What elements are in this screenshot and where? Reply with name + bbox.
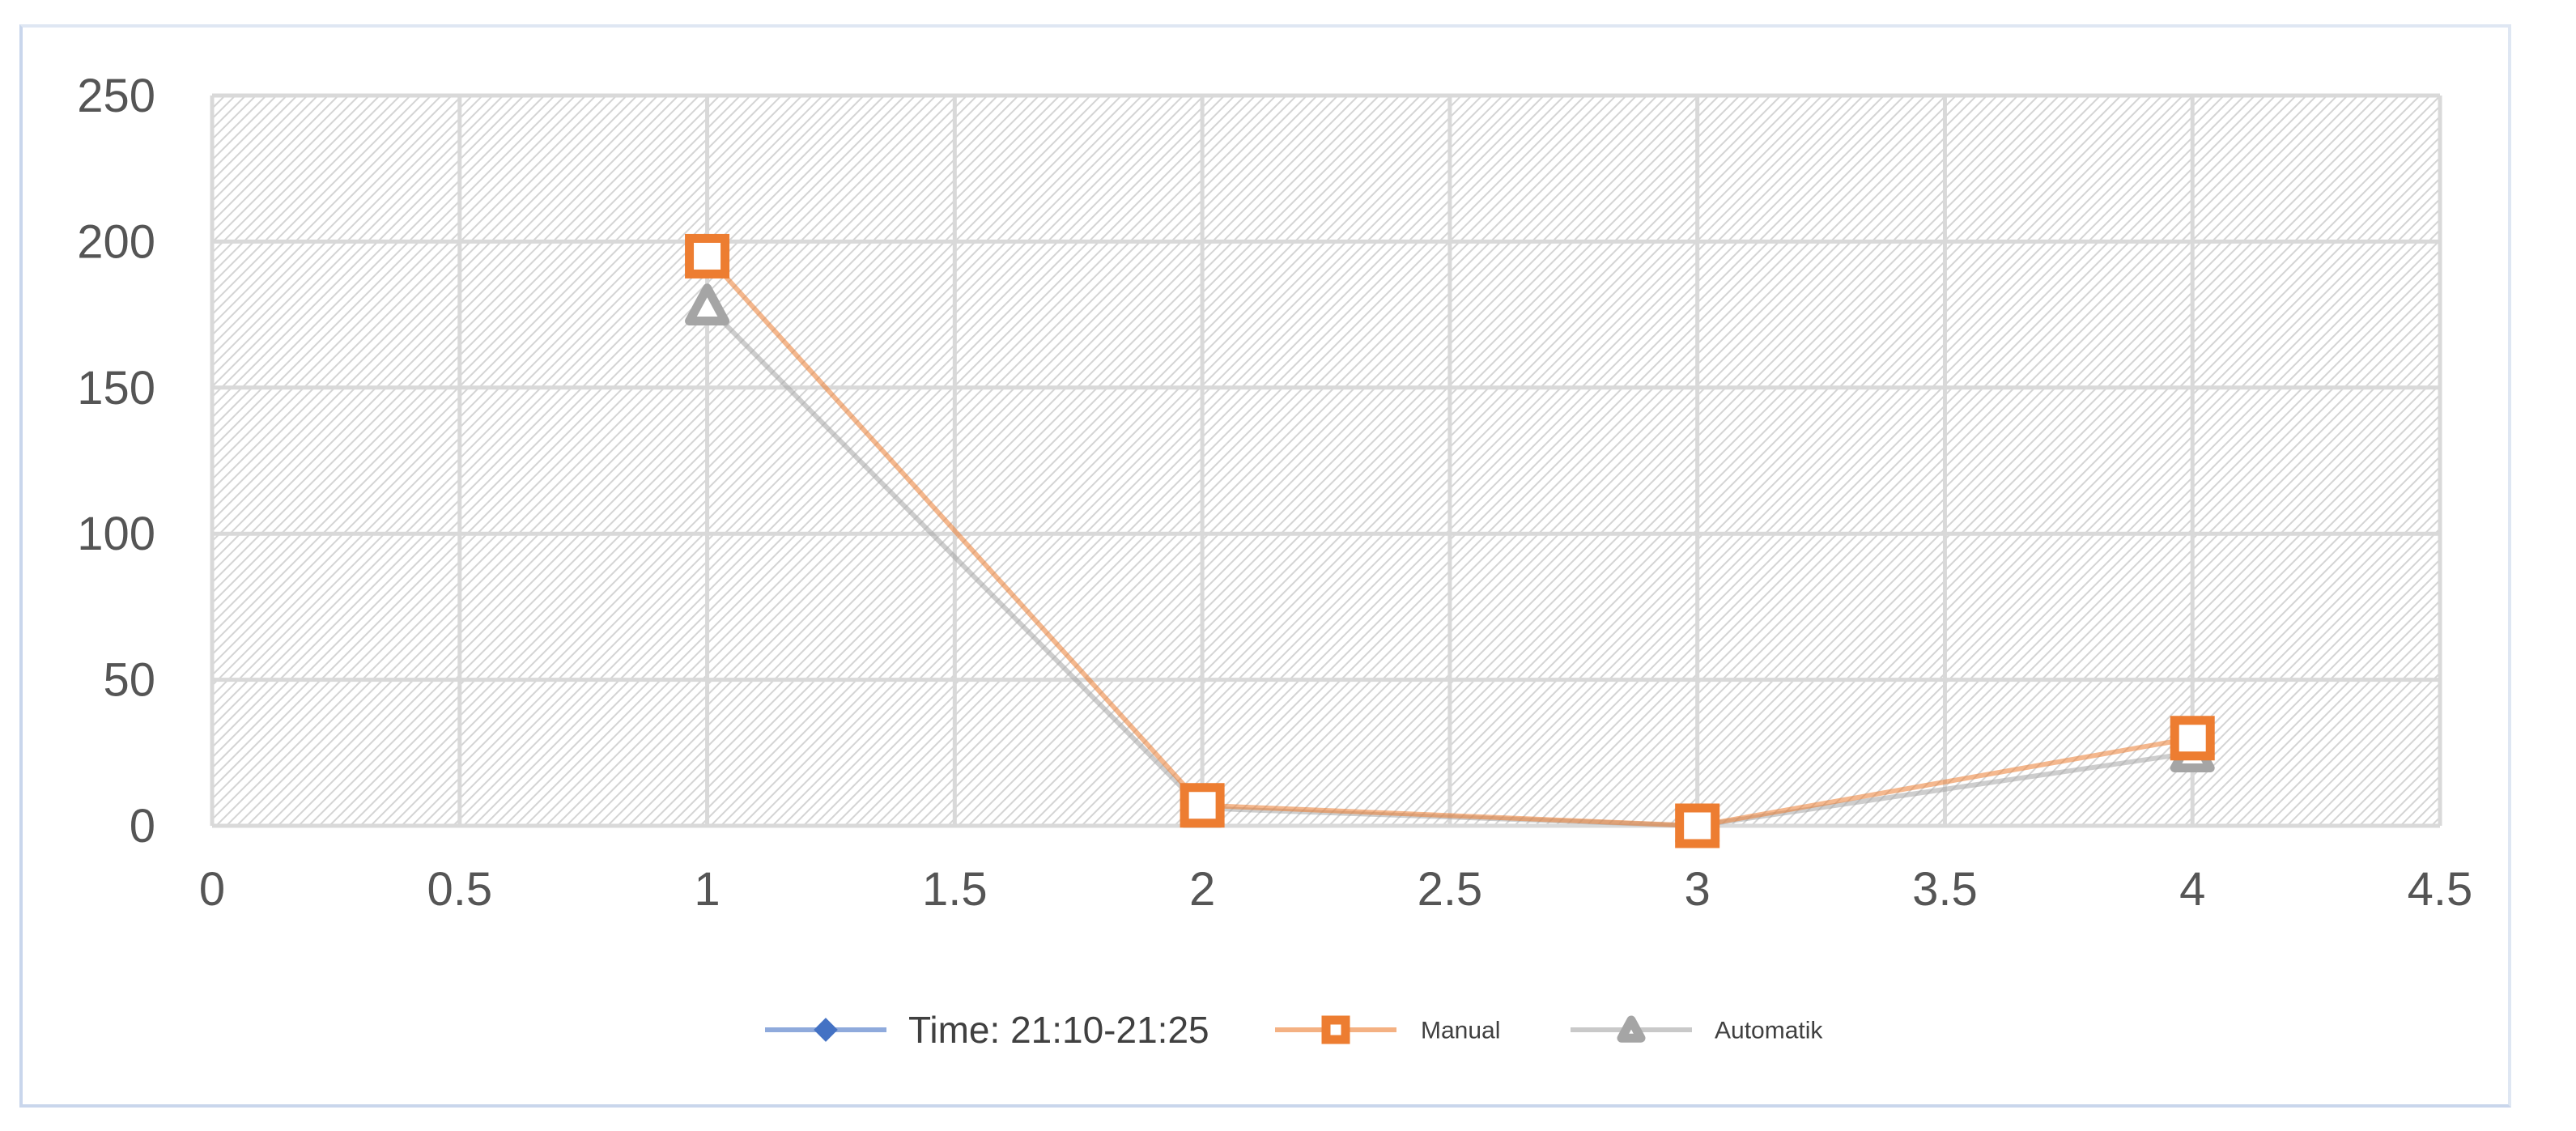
legend-label: Automatik <box>1715 1018 1823 1044</box>
y-tick-label: 0 <box>130 800 155 853</box>
legend-item: Time: 21:10-21:25 <box>765 1009 1209 1051</box>
legend-marker <box>1321 1015 1350 1044</box>
y-tick-label: 50 <box>103 654 155 707</box>
x-tick-label: 4.5 <box>2408 863 2473 916</box>
y-tick-label: 100 <box>77 508 155 560</box>
x-tick-label: 4 <box>2179 863 2205 916</box>
legend-marker <box>814 1018 838 1042</box>
gridlines <box>210 93 2442 828</box>
x-tick-label: 0 <box>199 863 225 916</box>
legend-item: Automatik <box>1571 1015 1823 1044</box>
y-tick-label: 200 <box>77 215 155 268</box>
data-point <box>685 233 730 278</box>
x-tick-label: 0.5 <box>427 863 492 916</box>
data-point <box>1675 803 1720 848</box>
x-tick-label: 3.5 <box>1912 863 1978 916</box>
legend: Time: 21:10-21:25 Manual Automatik <box>765 1009 1823 1051</box>
legend-label: Time: 21:10-21:25 <box>908 1009 1209 1051</box>
y-tick-label: 250 <box>77 70 155 122</box>
x-tick-label: 1 <box>694 863 720 916</box>
series-line <box>705 254 2193 829</box>
data-point <box>1180 783 1225 828</box>
legend-marker <box>1617 1015 1646 1043</box>
series-layer <box>685 233 2215 848</box>
x-tick-label: 3 <box>1685 863 1711 916</box>
legend-item: Manual <box>1275 1015 1500 1044</box>
plot-area <box>212 96 2440 826</box>
tick-labels: 0 0.5 1 1.5 2 2.5 3 3.5 4 4.5 0 50 100 150 200 250 <box>77 70 2472 916</box>
x-tick-label: 1.5 <box>922 863 988 916</box>
data-point <box>685 283 730 325</box>
data-point <box>2170 716 2215 761</box>
series-manual <box>685 233 2215 848</box>
legend-label: Manual <box>1421 1018 1500 1044</box>
x-tick-label: 2 <box>1189 863 1215 916</box>
x-tick-label: 2.5 <box>1418 863 1483 916</box>
y-tick-label: 150 <box>77 362 155 415</box>
